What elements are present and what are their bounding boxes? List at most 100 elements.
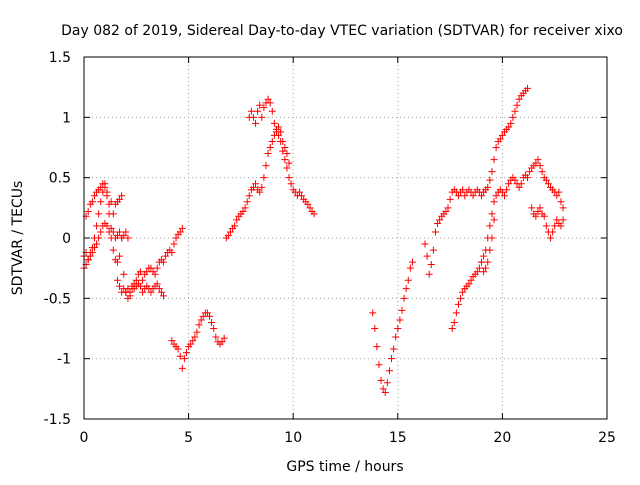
data-point [249, 113, 257, 121]
data-point [224, 232, 232, 240]
data-point [199, 312, 207, 320]
data-point [231, 222, 239, 230]
data-point [532, 212, 540, 220]
data-point [84, 207, 92, 215]
data-point [275, 123, 283, 131]
data-point [88, 248, 96, 256]
data-point [536, 204, 544, 212]
data-point [283, 150, 291, 158]
data-point [195, 321, 203, 329]
data-point [147, 288, 155, 296]
data-point [524, 174, 532, 182]
data-point [544, 180, 552, 188]
data-point [155, 285, 163, 293]
data-point [88, 198, 96, 206]
data-point [143, 268, 151, 276]
data-point [385, 367, 393, 375]
data-point [264, 95, 272, 103]
data-point [124, 285, 132, 293]
data-point [174, 345, 182, 353]
data-point [542, 176, 550, 184]
data-point [176, 352, 184, 360]
data-point [408, 258, 416, 266]
data-point [557, 198, 565, 206]
data-point [113, 232, 121, 240]
data-point [189, 337, 197, 345]
data-point [511, 176, 519, 184]
data-point [484, 258, 492, 266]
data-point [538, 168, 546, 176]
data-point [107, 224, 115, 232]
data-point [549, 228, 557, 236]
data-point [206, 312, 214, 320]
data-point [515, 95, 523, 103]
data-point [109, 210, 117, 218]
data-point [136, 268, 144, 276]
data-point [298, 192, 306, 200]
data-point [183, 349, 191, 357]
data-point [99, 180, 107, 188]
data-point [212, 333, 220, 341]
data-point [490, 156, 498, 164]
data-point [139, 276, 147, 284]
data-point [113, 258, 121, 266]
data-point [477, 192, 485, 200]
data-point [116, 282, 124, 290]
data-point [559, 204, 567, 212]
data-point [490, 198, 498, 206]
data-point [381, 388, 389, 396]
data-point [268, 107, 276, 115]
data-point [457, 294, 465, 302]
data-point [461, 192, 469, 200]
data-point [396, 316, 404, 324]
data-point [398, 306, 406, 314]
data-point [500, 192, 508, 200]
data-point [103, 222, 111, 230]
data-point [388, 355, 396, 363]
data-point [480, 268, 488, 276]
data-point [249, 183, 257, 191]
data-point [498, 188, 506, 196]
data-point [547, 234, 555, 242]
data-point [375, 361, 383, 369]
data-point [473, 268, 481, 276]
data-point [492, 192, 500, 200]
data-point [488, 234, 496, 242]
y-tick-label: -1.5 [44, 412, 71, 428]
data-point [532, 159, 540, 167]
data-point [559, 216, 567, 224]
data-point [555, 188, 563, 196]
data-point [431, 228, 439, 236]
data-point [498, 131, 506, 139]
data-point [279, 147, 287, 155]
data-point [245, 192, 253, 200]
data-points [80, 84, 567, 396]
data-point [97, 228, 105, 236]
data-point [268, 137, 276, 145]
data-point [542, 222, 550, 230]
data-point [157, 288, 165, 296]
data-point [178, 224, 186, 232]
data-point [93, 240, 101, 248]
x-tick-label: 0 [80, 430, 89, 446]
data-point [379, 385, 387, 393]
data-point [84, 256, 92, 264]
data-point [256, 101, 264, 109]
y-tick-label: -0.5 [44, 291, 71, 307]
data-point [371, 325, 379, 332]
data-point [103, 192, 111, 200]
data-point [168, 337, 176, 345]
data-point [151, 270, 159, 278]
data-point [390, 345, 398, 353]
data-point [226, 228, 234, 236]
x-axis-label: GPS time / hours [286, 459, 403, 475]
y-tick-label: 1.5 [49, 50, 71, 66]
data-point [260, 174, 268, 182]
data-point [233, 216, 241, 224]
data-point [450, 318, 458, 326]
data-point [304, 200, 312, 208]
data-point [203, 309, 211, 317]
chart-title: Day 082 of 2019, Sidereal Day-to-day VTE… [61, 23, 623, 39]
data-point [153, 280, 161, 288]
data-point [258, 183, 266, 191]
